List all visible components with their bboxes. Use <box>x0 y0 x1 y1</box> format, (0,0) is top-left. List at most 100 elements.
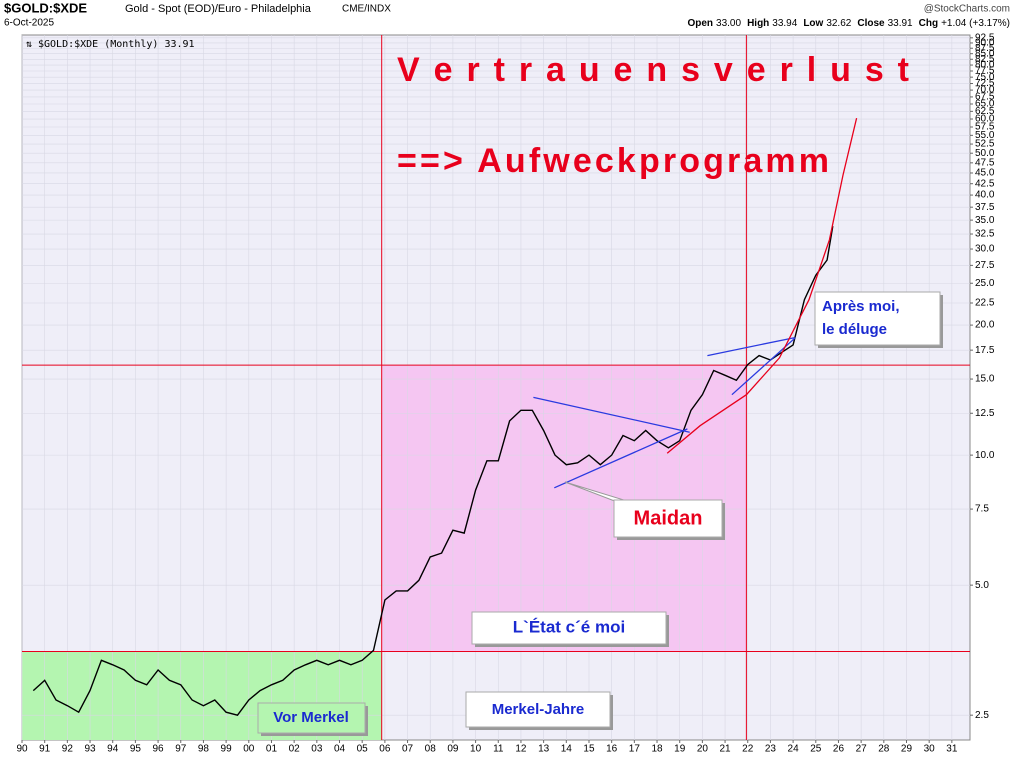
y-tick-label: 52.5 <box>975 139 995 150</box>
y-tick-label: 72.5 <box>975 78 995 89</box>
x-tick-label: 08 <box>425 744 437 755</box>
x-tick-label: 01 <box>266 744 278 755</box>
y-tick-label: 17.5 <box>975 345 995 356</box>
y-tick-label: 20.0 <box>975 320 995 331</box>
x-tick-label: 06 <box>379 744 391 755</box>
x-tick-label: 03 <box>311 744 323 755</box>
x-tick-label: 31 <box>946 744 958 755</box>
y-tick-label: 67.5 <box>975 92 995 103</box>
x-tick-label: 24 <box>788 744 800 755</box>
x-tick-label: 11 <box>493 744 504 755</box>
x-tick-label: 91 <box>39 744 51 755</box>
y-tick-label: 5.0 <box>975 580 989 591</box>
x-tick-label: 12 <box>515 744 527 755</box>
x-tick-label: 94 <box>107 744 119 755</box>
y-tick-label: 82.5 <box>975 54 995 65</box>
y-tick-label: 77.5 <box>975 66 995 77</box>
quote-value: +1.04 (+3.17%) <box>941 18 1010 29</box>
x-tick-label: 28 <box>878 744 890 755</box>
annotation: ==> Aufweckprogramm <box>397 142 829 180</box>
x-tick-label: 95 <box>130 744 142 755</box>
y-tick-label: 90.0 <box>975 38 995 49</box>
trend-line <box>666 117 858 454</box>
x-tick-label: 15 <box>583 744 595 755</box>
x-tick-label: 98 <box>198 744 210 755</box>
price-line <box>32 225 834 716</box>
x-tick-label: 27 <box>856 744 868 755</box>
quote: Open 33.00 High 33.94 Low 32.62 Close 33.91 Chg +… <box>687 18 1010 29</box>
y-tick-label: 60.0 <box>975 114 995 125</box>
x-tick-label: 29 <box>901 744 913 755</box>
annotation: L`État c´é moi <box>513 617 625 636</box>
annotation: Merkel-Jahre <box>492 701 585 718</box>
annotation-box <box>257 702 366 734</box>
x-tick-label: 09 <box>447 744 459 755</box>
x-tick-label: 22 <box>742 744 754 755</box>
quote-value: 33.00 <box>716 18 741 29</box>
x-tick-label: 20 <box>697 744 709 755</box>
x-tick-label: 05 <box>357 744 369 755</box>
x-tick-label: 92 <box>62 744 74 755</box>
x-tick-label: 90 <box>16 744 28 755</box>
y-tick-label: 57.5 <box>975 122 995 133</box>
y-tick-label: 65.0 <box>975 99 995 110</box>
x-tick-label: 30 <box>924 744 936 755</box>
x-tick-label: 96 <box>153 744 165 755</box>
y-tick-label: 37.5 <box>975 202 995 213</box>
annotation: le déluge <box>822 321 887 338</box>
x-tick-label: 23 <box>765 744 777 755</box>
annotation: Vor Merkel <box>273 709 349 726</box>
y-tick-label: 40.0 <box>975 190 995 201</box>
y-tick-label: 87.5 <box>975 43 995 54</box>
x-tick-label: 14 <box>561 744 573 755</box>
y-tick-label: 85.0 <box>975 48 995 59</box>
y-tick-label: 22.5 <box>975 298 995 309</box>
x-tick-label: 99 <box>221 744 233 755</box>
quote-label: Close <box>857 18 885 29</box>
source: @StockCharts.com <box>924 4 1010 15</box>
quote-value: 33.91 <box>888 18 913 29</box>
legend-name: $GOLD:$XDE (Monthly) <box>38 39 158 50</box>
legend: $GOLD:$XDE (Monthly) 33.91 <box>38 39 195 50</box>
annotation: Maidan <box>634 507 703 529</box>
quote-value: 32.62 <box>826 18 851 29</box>
exchange: CME/INDX <box>342 4 391 15</box>
x-tick-label: 21 <box>719 744 731 755</box>
x-tick-label: 00 <box>243 744 255 755</box>
y-tick-label: 30.0 <box>975 244 995 255</box>
annotation: Après moi, <box>822 298 900 315</box>
y-tick-label: 12.5 <box>975 408 995 419</box>
symbol: $GOLD:$XDE <box>4 0 87 15</box>
annotation: V e r t r a u e n s v e r l u s t <box>397 51 909 89</box>
y-tick-label: 32.5 <box>975 229 995 240</box>
x-tick-label: 17 <box>629 744 641 755</box>
x-tick-label: 26 <box>833 744 845 755</box>
annotation-box <box>613 499 723 538</box>
quote-label: Open <box>687 18 713 29</box>
y-tick-label: 42.5 <box>975 178 995 189</box>
quote-value: 33.94 <box>772 18 797 29</box>
trend-line <box>554 428 688 489</box>
y-tick-label: 35.0 <box>975 215 995 226</box>
annotation-box <box>465 691 611 728</box>
date: 6-Oct-2025 <box>4 18 54 29</box>
y-tick-label: 92.5 <box>975 32 995 43</box>
legend-icon: ⇅ <box>25 39 32 50</box>
quote-label: Low <box>803 18 823 29</box>
x-tick-label: 18 <box>651 744 663 755</box>
x-tick-label: 10 <box>470 744 482 755</box>
x-tick-label: 97 <box>175 744 187 755</box>
trend-line <box>707 337 795 357</box>
y-tick-label: 27.5 <box>975 260 995 271</box>
y-tick-label: 55.0 <box>975 130 995 141</box>
description: Gold - Spot (EOD)/Euro - Philadelphia <box>125 3 312 15</box>
y-tick-label: 7.5 <box>975 504 989 515</box>
y-tick-label: 75.0 <box>975 72 995 83</box>
quote-label: Chg <box>919 18 938 29</box>
y-tick-label: 45.0 <box>975 168 995 179</box>
y-tick-label: 62.5 <box>975 106 995 117</box>
x-tick-label: 16 <box>606 744 618 755</box>
y-tick-label: 10.0 <box>975 450 995 461</box>
